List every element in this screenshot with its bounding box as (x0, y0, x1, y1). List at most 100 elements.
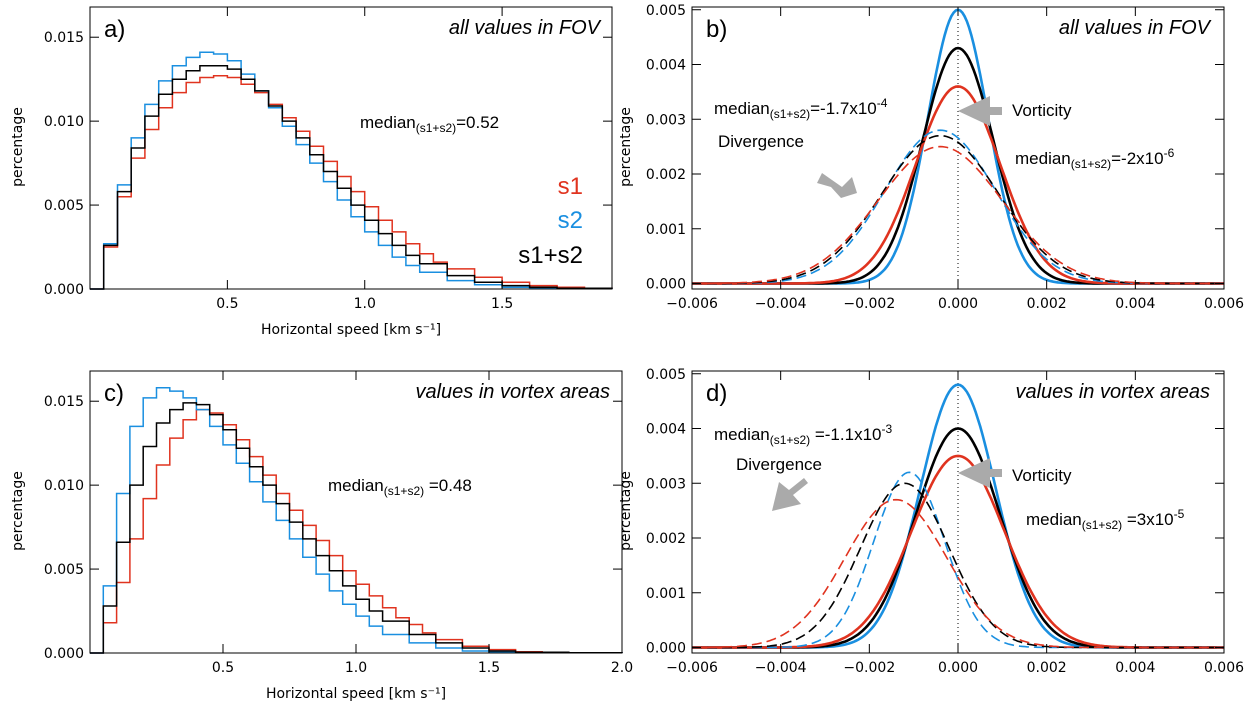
vorticity-median-annotation: median(s1+s2)=-2x10-6 (1015, 146, 1175, 171)
series-s1-divergence (692, 498, 1224, 649)
median-value: =3x10 (1122, 510, 1174, 529)
series-s1-s2 (90, 402, 623, 654)
y-tick-label: 0.000 (646, 641, 686, 657)
median-label: median (714, 99, 770, 118)
y-tick-label: 0.001 (646, 222, 686, 238)
x-tick-label: 0.004 (1115, 296, 1155, 312)
series-s2 (90, 51, 613, 290)
panel-a-ticks: 0.5 1.0 1.5 0.000 0.005 0.010 0.015 (44, 7, 612, 312)
vorticity-label: Vorticity (1012, 101, 1072, 120)
panel-c-title: values in vortex areas (415, 381, 610, 403)
median-value: =-2x10 (1111, 149, 1163, 168)
panel-c-xlabel: Horizontal speed [km s⁻¹] (266, 686, 446, 702)
panel-b-title: all values in FOV (1059, 17, 1212, 39)
x-tick-label: 2.0 (611, 660, 633, 676)
median-subscript: (s1+s2) (416, 121, 456, 135)
y-tick-label: 0.003 (646, 476, 686, 492)
panel-a-ylabel: percentage (10, 107, 26, 187)
y-tick-label: 0.005 (44, 198, 84, 214)
x-tick-label: 0.5 (212, 660, 234, 676)
y-tick-label: 0.002 (646, 167, 686, 183)
x-tick-label: 1.5 (491, 296, 513, 312)
panel-b-label: b) (706, 16, 727, 43)
median-label: median (714, 425, 770, 444)
panel-c-median-annotation: median(s1+s2) =0.48 (328, 476, 472, 498)
series-s1-divergence (692, 145, 1224, 285)
legend-s1s2: s1+s2 (518, 242, 583, 269)
divergence-label: Divergence (736, 455, 822, 474)
panel-a: percentage a) all values in FOV median(s… (10, 6, 613, 338)
vorticity-arrow-icon (958, 96, 1002, 126)
x-tick-label: 0.000 (938, 296, 978, 312)
y-tick-label: 0.003 (646, 112, 686, 128)
panel-c-ylabel: percentage (10, 471, 26, 551)
x-tick-label: 0.000 (938, 660, 978, 676)
x-tick-label: 0.002 (1027, 296, 1067, 312)
y-tick-label: 0.010 (44, 114, 84, 130)
y-tick-label: 0.005 (646, 3, 686, 19)
median-subscript: (s1+s2) (1082, 518, 1122, 532)
y-tick-label: 0.005 (44, 562, 84, 578)
x-tick-label: 1.0 (354, 296, 376, 312)
x-tick-label: −0.002 (843, 660, 895, 676)
divergence-median-annotation: median(s1+s2) =-1.1x10-3 (714, 422, 892, 447)
x-tick-label: 0.006 (1204, 296, 1244, 312)
x-tick-label: −0.006 (666, 660, 718, 676)
panel-c-plot (90, 387, 623, 654)
series-s2-divergence (692, 129, 1224, 285)
panel-b-ylabel: percentage (618, 107, 634, 187)
x-tick-label: 0.5 (216, 296, 238, 312)
y-tick-label: 0.001 (646, 586, 686, 602)
x-tick-label: 1.0 (345, 660, 367, 676)
panel-d-ylabel: percentage (618, 471, 634, 551)
series-s2 (90, 387, 623, 654)
panel-d-label: d) (706, 380, 727, 407)
panel-c-ticks: 0.5 1.0 1.5 2.0 0.000 0.005 0.010 0.015 (44, 371, 633, 676)
median-subscript: (s1+s2) (384, 484, 424, 498)
series-s2-divergence (692, 471, 1224, 649)
median-label: median (1015, 149, 1071, 168)
y-tick-label: 0.004 (646, 57, 686, 73)
panel-c-label: c) (104, 380, 124, 407)
y-tick-label: 0.004 (646, 421, 686, 437)
x-tick-label: −0.004 (755, 296, 807, 312)
divergence-arrow-icon (817, 173, 857, 198)
panel-a-xlabel: Horizontal speed [km s⁻¹] (261, 322, 441, 338)
panel-d: percentage d) values in vortex areas med… (618, 367, 1244, 676)
x-tick-label: −0.006 (666, 296, 718, 312)
median-exponent: -5 (1174, 507, 1185, 521)
legend-s1: s1 (558, 173, 583, 200)
panel-a-plot (90, 51, 613, 290)
series-s1-s2 (90, 65, 613, 290)
panel-b-ticks: −0.006 −0.004 −0.002 0.000 0.002 0.004 0.006 0.… (646, 3, 1244, 312)
median-label: median (360, 113, 416, 132)
median-subscript: (s1+s2) (1071, 157, 1111, 171)
panel-d-title: values in vortex areas (1015, 381, 1210, 403)
panel-b: percentage b) all values in FOV median(s… (618, 3, 1244, 312)
vorticity-median-annotation: median(s1+s2) =3x10-5 (1026, 507, 1185, 532)
legend-s2: s2 (558, 207, 583, 234)
panel-a-frame (89, 6, 613, 290)
median-label: median (1026, 510, 1082, 529)
panel-c: percentage c) values in vortex areas med… (10, 370, 633, 702)
median-subscript: (s1+s2) (770, 107, 810, 121)
median-subscript: (s1+s2) (770, 433, 810, 447)
panel-a-median-annotation: median(s1+s2)=0.52 (360, 113, 499, 135)
median-value: =-1.7x10 (810, 99, 877, 118)
x-tick-label: 0.006 (1204, 660, 1244, 676)
divergence-label: Divergence (718, 132, 804, 151)
x-tick-label: 0.002 (1027, 660, 1067, 676)
divergence-arrow-icon (772, 478, 808, 511)
median-exponent: -3 (881, 422, 892, 436)
vorticity-label: Vorticity (1012, 466, 1072, 485)
median-value: =0.48 (424, 476, 472, 495)
x-tick-label: 0.004 (1115, 660, 1155, 676)
vorticity-arrow-icon (958, 458, 1002, 488)
y-tick-label: 0.010 (44, 478, 84, 494)
median-exponent: -6 (1164, 146, 1175, 160)
divergence-median-annotation: median(s1+s2)=-1.7x10-4 (714, 96, 888, 121)
panel-a-label: a) (104, 16, 125, 43)
median-label: median (328, 476, 384, 495)
median-value: =0.52 (456, 113, 499, 132)
